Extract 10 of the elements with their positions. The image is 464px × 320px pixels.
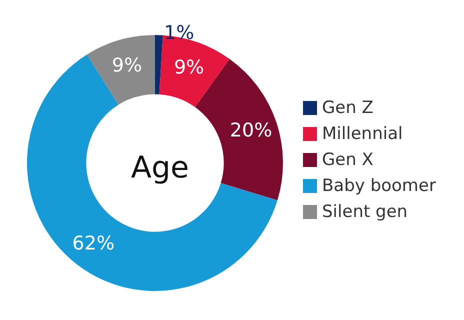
legend-label: Millennial <box>322 124 403 144</box>
data-label: 62% <box>72 232 114 255</box>
legend-label: Baby boomer <box>322 176 436 196</box>
data-label: 9% <box>174 56 204 78</box>
data-label: 20% <box>230 119 272 142</box>
text: Age <box>130 150 190 186</box>
legend-label: Silent gen <box>322 202 408 222</box>
legend-label: Gen Z <box>322 98 374 118</box>
legend-label: Gen X <box>322 150 374 170</box>
data-label: 9% <box>112 54 142 77</box>
